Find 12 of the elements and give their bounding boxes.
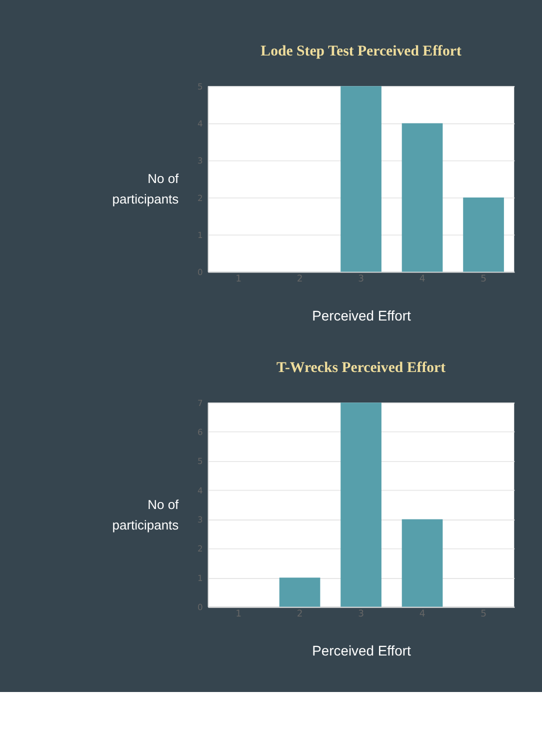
bar — [340, 402, 382, 607]
bar — [340, 86, 382, 272]
x-axis-title: Perceived Effort — [312, 642, 411, 659]
y-axis-title: No of participants — [112, 171, 180, 207]
chart-title: T-Wrecks Perceived Effort — [276, 360, 446, 376]
bar — [402, 519, 443, 607]
y-axis-title: No of participants — [112, 496, 180, 532]
bar — [402, 123, 443, 272]
bar — [463, 198, 504, 272]
x-axis-title: Perceived Effort — [312, 307, 411, 324]
chart-title: Lode Step Test Perceived Effort — [260, 44, 462, 60]
bar — [279, 578, 320, 607]
